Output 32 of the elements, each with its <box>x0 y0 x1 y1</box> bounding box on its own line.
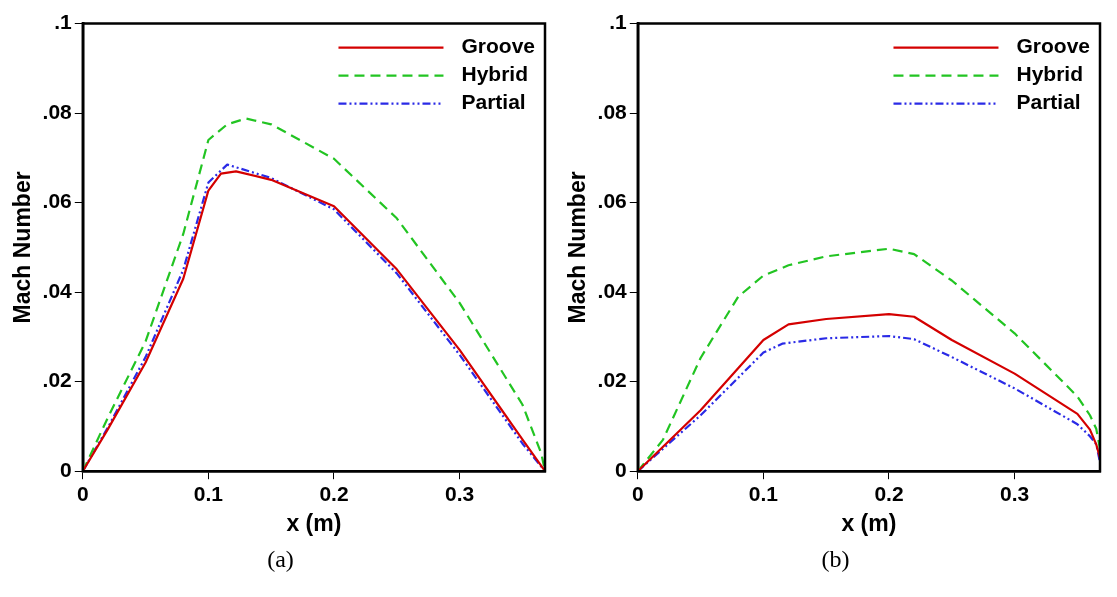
legend-label: Partial <box>1016 90 1081 114</box>
x-tick-label: 0.2 <box>319 481 349 505</box>
y-tick-label: .04 <box>597 278 628 302</box>
x-axis-title: x (m) <box>841 509 897 536</box>
x-tick-label: 0.1 <box>193 481 224 505</box>
y-tick-label: .06 <box>42 189 72 213</box>
y-tick-label: .08 <box>42 99 73 123</box>
y-tick-label: .08 <box>597 99 628 123</box>
x-tick-label: 0.3 <box>444 481 475 505</box>
y-axis-title: Mach Number <box>564 171 591 324</box>
y-tick-label: .02 <box>597 368 627 392</box>
x-tick-label: 0.1 <box>748 481 779 505</box>
x-tick-label: 0.3 <box>999 481 1030 505</box>
y-tick-label: .1 <box>609 10 628 34</box>
y-tick-label: 0 <box>615 458 627 481</box>
y-tick-label: .1 <box>54 10 73 34</box>
text: (b) <box>821 546 850 573</box>
legend-label: Hybrid <box>1016 62 1083 86</box>
x-tick-label: 0.2 <box>874 481 904 505</box>
y-axis-title: Mach Number <box>9 171 36 324</box>
y-tick-label: .06 <box>597 189 627 213</box>
x-tick-label: 0 <box>631 481 644 505</box>
y-tick-label: .02 <box>42 368 72 392</box>
legend-label: Groove <box>1016 34 1091 58</box>
x-tick-label: 0 <box>76 481 89 505</box>
legend-label: Groove <box>461 34 536 58</box>
legend-label: Partial <box>461 90 526 114</box>
x-axis-title: x (m) <box>286 509 342 536</box>
y-tick-label: 0 <box>60 458 72 481</box>
legend-label: Hybrid <box>461 62 528 86</box>
y-tick-label: .04 <box>42 278 73 302</box>
text: (a) <box>267 546 294 573</box>
